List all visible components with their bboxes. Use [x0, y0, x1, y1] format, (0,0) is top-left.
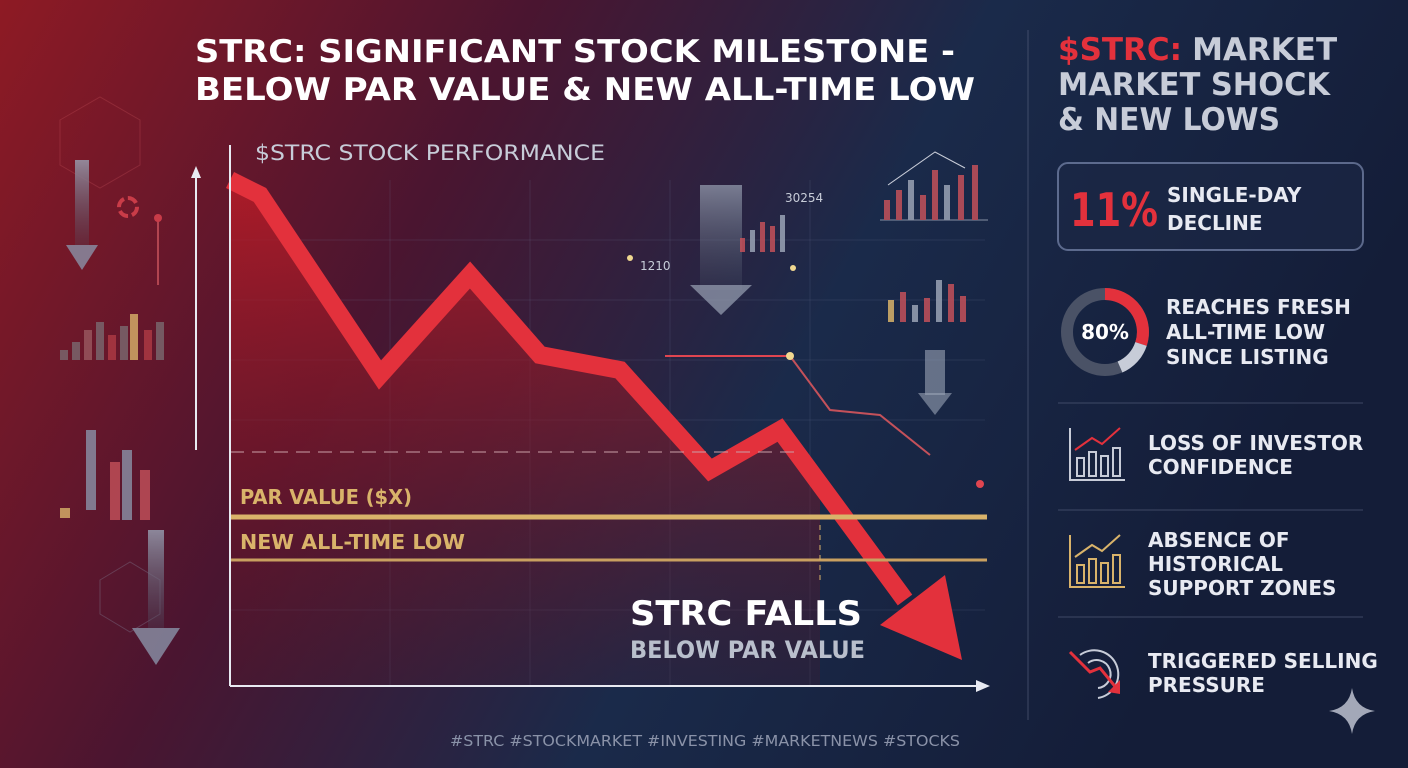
glow-dot [790, 265, 796, 271]
item-text: TRIGGERED SELLING [1148, 649, 1378, 673]
stat-card [1057, 162, 1364, 251]
arrowhead [976, 680, 990, 692]
arrowhead [191, 166, 201, 178]
item-text: CONFIDENCE [1148, 455, 1293, 479]
ring-text: ALL-TIME LOW [1166, 320, 1325, 344]
selling-icon [1068, 649, 1120, 699]
item-text: LOSS OF INVESTOR [1148, 431, 1363, 455]
support-icon [1069, 534, 1125, 588]
callout-subtitle: BELOW PAR VALUE [630, 636, 865, 664]
decor-arrow [700, 185, 742, 290]
title-accent: $STRC: [1058, 32, 1182, 68]
item-text: PRESSURE [1148, 673, 1265, 697]
annotation: 30254 [785, 191, 823, 205]
chart-illustration: $STRC STOCK PERFORMANCE 1210 30254 PAR V… [191, 141, 990, 692]
decor-line [789, 355, 931, 456]
glow-dot [627, 255, 633, 261]
stat-value: 11% [1070, 183, 1158, 237]
sidebar-title-line: & NEW LOWS [1058, 102, 1280, 138]
confidence-icon [1069, 427, 1125, 481]
item-text: SUPPORT ZONES [1148, 576, 1336, 600]
decor-arrow [918, 393, 952, 415]
annotation: 1210 [640, 259, 671, 273]
item-text: HISTORICAL [1148, 552, 1283, 576]
callout-title: STRC FALLS [630, 594, 862, 634]
trend-line [225, 171, 913, 606]
glow-dot [976, 480, 984, 488]
ring-value: 80% [1081, 320, 1129, 344]
ring-arc [1104, 288, 1149, 346]
sparkle [1329, 688, 1375, 734]
stat-text: DECLINE [1167, 211, 1263, 235]
decor-arrow [690, 285, 752, 315]
ring-text: SINCE LISTING [1166, 345, 1329, 369]
trend-arrowhead [880, 575, 962, 660]
left-decor [59, 96, 180, 665]
glow-dot [786, 352, 794, 360]
title-word: MARKET [1192, 32, 1337, 68]
title-line: STRC: SIGNIFICANT STOCK MILESTONE - [195, 34, 955, 70]
title-line: BELOW PAR VALUE & NEW ALL-TIME LOW [195, 72, 975, 108]
par-label: PAR VALUE ($X) [240, 485, 412, 509]
item-text: ABSENCE OF [1148, 528, 1290, 552]
ring-arc [1117, 341, 1147, 373]
mini-chart [740, 151, 988, 322]
stat-text: SINGLE-DAY [1167, 183, 1302, 207]
sidebar-title-line: MARKET SHOCK [1058, 67, 1331, 103]
decor-arrow [925, 350, 945, 395]
sidebar-title-line: $STRC: MARKET [1058, 32, 1337, 68]
hashtags: #STRC #STOCKMARKET #INVESTING #MARKETNEW… [450, 732, 960, 750]
ring-text: REACHES FRESH [1166, 295, 1351, 319]
low-label: NEW ALL-TIME LOW [240, 530, 465, 554]
chart-label: $STRC STOCK PERFORMANCE [255, 141, 605, 165]
